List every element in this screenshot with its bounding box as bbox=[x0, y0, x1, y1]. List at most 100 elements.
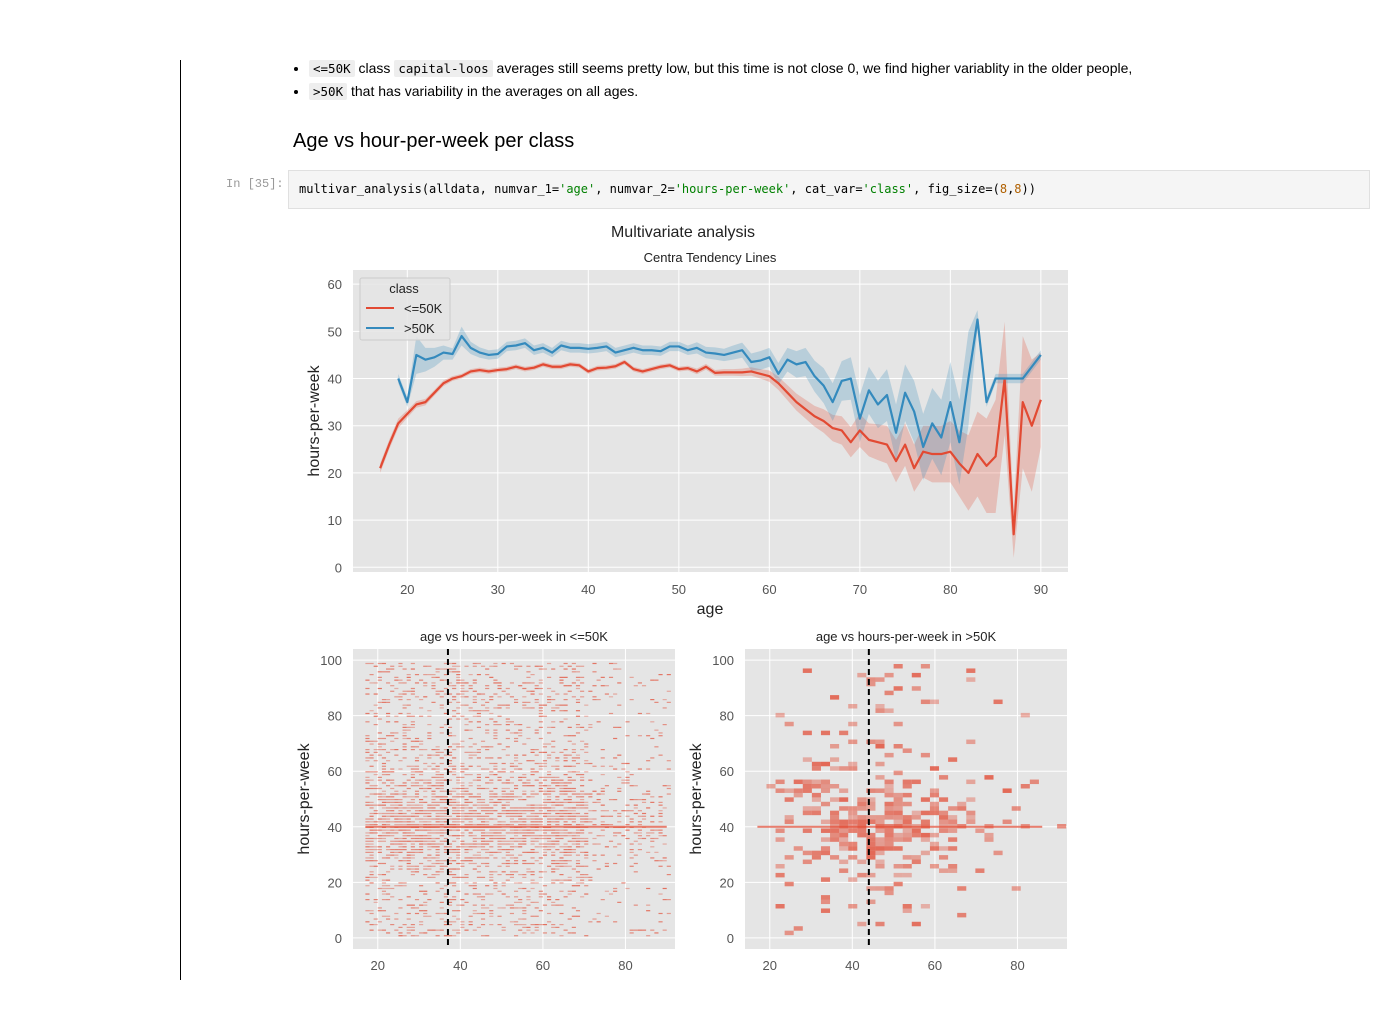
histogram-bin bbox=[547, 821, 552, 823]
histogram-bin bbox=[377, 662, 382, 665]
histogram-bin bbox=[893, 721, 903, 727]
histogram-bin bbox=[476, 799, 481, 801]
histogram-bin bbox=[538, 762, 543, 765]
histogram-bin bbox=[390, 807, 395, 809]
histogram-bin bbox=[427, 779, 432, 781]
histogram-bin bbox=[386, 824, 391, 826]
histogram-bin bbox=[501, 704, 506, 706]
histogram-bin bbox=[394, 749, 399, 751]
code-cell[interactable]: multivar_analysis(alldata, numvar_1='age… bbox=[288, 170, 1370, 209]
histogram-bin bbox=[547, 849, 552, 851]
y-axis-label: hours-per-week bbox=[306, 364, 323, 476]
histogram-bin bbox=[866, 739, 876, 745]
histogram-bin bbox=[381, 862, 387, 865]
histogram-bin bbox=[948, 815, 958, 820]
histogram-bin bbox=[419, 835, 424, 837]
histogram-bin bbox=[456, 846, 461, 848]
histogram-bin bbox=[381, 885, 387, 887]
histogram-bin bbox=[386, 871, 391, 873]
histogram-bin bbox=[522, 812, 527, 815]
histogram-bin bbox=[435, 935, 440, 937]
histogram-bin bbox=[505, 754, 510, 756]
histogram-bin bbox=[406, 726, 411, 728]
histogram-bin bbox=[830, 757, 840, 762]
histogram-bin bbox=[398, 851, 403, 853]
code-token: , cat_var= bbox=[790, 182, 863, 196]
histogram-bin bbox=[443, 865, 448, 867]
histogram-bin bbox=[975, 868, 985, 873]
histogram-bin bbox=[443, 821, 448, 823]
code-token: )) bbox=[1021, 182, 1036, 196]
histogram-bin bbox=[522, 793, 527, 795]
histogram-bin bbox=[439, 790, 444, 792]
histogram-bin bbox=[848, 828, 858, 833]
histogram-bin bbox=[439, 860, 444, 862]
histogram-bin bbox=[464, 929, 469, 931]
histogram-bin bbox=[505, 799, 510, 801]
histogram-bin bbox=[509, 815, 514, 817]
histogram-bin bbox=[414, 907, 420, 909]
histogram-bin bbox=[460, 693, 465, 695]
histogram-bin bbox=[365, 910, 370, 912]
histogram-bin bbox=[902, 904, 912, 909]
histogram-bin bbox=[489, 696, 494, 698]
histogram-bin bbox=[526, 818, 531, 820]
histogram-bin bbox=[775, 712, 785, 718]
histogram-bin bbox=[650, 815, 655, 817]
histogram-bin bbox=[439, 787, 444, 790]
histogram-bin bbox=[427, 849, 432, 851]
histogram-bin bbox=[390, 740, 395, 742]
histogram-bin bbox=[559, 860, 564, 862]
histogram-bin bbox=[497, 687, 502, 690]
histogram-bin bbox=[460, 790, 465, 792]
histogram-bin bbox=[866, 899, 876, 905]
histogram-bin bbox=[637, 929, 642, 931]
histogram-bin bbox=[505, 729, 510, 731]
histogram-bin bbox=[443, 935, 448, 937]
histogram-bin bbox=[497, 796, 502, 798]
histogram-bin bbox=[501, 749, 506, 751]
histogram-bin bbox=[480, 818, 486, 820]
histogram-bin bbox=[369, 757, 374, 759]
histogram-bin bbox=[514, 896, 519, 898]
histogram-bin bbox=[456, 665, 461, 667]
histogram-bin bbox=[398, 840, 403, 842]
histogram-bin bbox=[476, 715, 481, 717]
histogram-bin bbox=[406, 765, 411, 767]
histogram-bin bbox=[658, 893, 663, 895]
histogram-bin bbox=[460, 926, 465, 928]
histogram-bin bbox=[423, 874, 428, 876]
histogram-bin bbox=[497, 843, 502, 845]
histogram-bin bbox=[443, 687, 448, 690]
histogram-bin bbox=[398, 824, 403, 826]
histogram-bin bbox=[567, 832, 572, 834]
histogram-bin bbox=[464, 696, 469, 698]
histogram-bin bbox=[526, 896, 531, 898]
histogram-bin bbox=[394, 851, 399, 853]
histogram-bin bbox=[551, 843, 556, 845]
histogram-bin bbox=[575, 687, 581, 690]
histogram-bin bbox=[423, 790, 428, 792]
histogram-bin bbox=[567, 690, 572, 692]
histogram-bin bbox=[485, 810, 490, 812]
histogram-bin bbox=[435, 668, 440, 670]
histogram-bin bbox=[526, 810, 531, 812]
histogram-bin bbox=[505, 718, 510, 720]
histogram-bin bbox=[365, 857, 370, 859]
histogram-bin bbox=[460, 807, 465, 809]
y-tick-label: 100 bbox=[320, 653, 342, 668]
histogram-bin bbox=[596, 835, 601, 837]
histogram-bin bbox=[555, 843, 560, 845]
histogram-bin bbox=[555, 799, 560, 801]
histogram-bin bbox=[485, 821, 490, 823]
histogram-bin bbox=[875, 846, 885, 851]
histogram-bin bbox=[485, 893, 490, 895]
histogram-bin bbox=[875, 739, 885, 745]
histogram-bin bbox=[522, 851, 527, 853]
histogram-bin bbox=[447, 793, 453, 795]
histogram-bin bbox=[575, 762, 581, 765]
histogram-bin bbox=[410, 824, 415, 826]
histogram-bin bbox=[402, 724, 407, 726]
histogram-bin bbox=[559, 782, 564, 784]
histogram-bin bbox=[584, 807, 589, 809]
